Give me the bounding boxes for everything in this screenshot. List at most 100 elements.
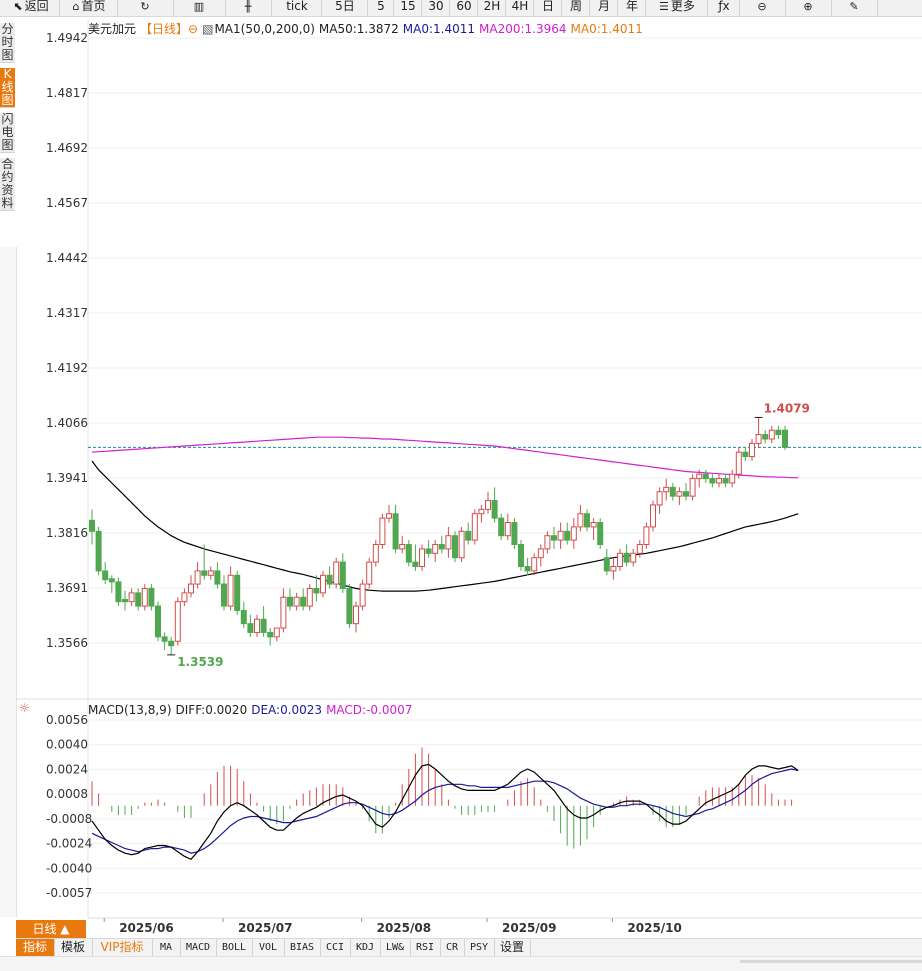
left-strip: [0, 247, 17, 917]
candle-body: [485, 500, 491, 510]
indicator-tab-11[interactable]: RSI: [410, 939, 441, 956]
candle-body: [557, 530, 564, 541]
candle-body: [577, 513, 584, 528]
indicator-tab-12[interactable]: CR: [440, 939, 465, 956]
home-button[interactable]: ⌂ 首页: [60, 0, 118, 16]
candle-body: [716, 478, 722, 484]
toolbar-separator: [505, 0, 506, 16]
candle-body: [419, 548, 425, 567]
formula-button[interactable]: ƒx: [708, 0, 740, 16]
indicator-tab-4[interactable]: MACD: [180, 939, 217, 956]
candle-body: [683, 491, 689, 497]
period-60m-button[interactable]: 60: [450, 0, 478, 16]
candle-body: [656, 491, 663, 506]
candle-body: [161, 636, 168, 642]
period-label[interactable]: 【日线】: [140, 22, 189, 36]
toolbar-separator: [117, 0, 118, 16]
indicator-tab-5[interactable]: BOLL: [216, 939, 253, 956]
period-collapse-icon[interactable]: ⊖: [188, 22, 199, 36]
period-15m-button[interactable]: 15: [394, 0, 422, 16]
ma200-value: MA200:1.3964: [479, 22, 567, 36]
period-year-button[interactable]: 年: [618, 0, 646, 16]
ma0-value-a: MA0:1.4011: [402, 22, 475, 36]
candle-body: [432, 544, 439, 554]
left-tab-3[interactable]: 合约资料: [0, 158, 15, 211]
candle-body: [221, 583, 227, 607]
ma0-value-b: MA0:1.4011: [570, 22, 643, 36]
price-tick-label: 1.3691: [46, 581, 88, 595]
tick-button[interactable]: tick: [272, 0, 322, 16]
indicator-tab-14[interactable]: 设置: [494, 939, 531, 956]
chart-type-button[interactable]: ▥: [174, 0, 226, 16]
zoom-in-button[interactable]: ⊕: [786, 0, 832, 16]
candle-body: [399, 544, 406, 550]
period-day-button[interactable]: 日: [534, 0, 562, 16]
candle-body: [425, 548, 432, 554]
macd-settings-icon[interactable]: ☼: [19, 701, 30, 715]
candle-body: [689, 478, 696, 497]
candle-body: [768, 429, 775, 440]
period-30m-button[interactable]: 30: [422, 0, 450, 16]
zoom-out-button[interactable]: ⊖: [740, 0, 786, 16]
period-5m-button[interactable]: 5: [368, 0, 394, 16]
macd-legend: MACD(13,8,9) DIFF:0.0020 DEA:0.0023 MACD:-0…: [88, 703, 416, 717]
candle-body: [128, 592, 135, 603]
horizontal-scrollbar[interactable]: [740, 960, 922, 963]
toolbar-separator: [877, 0, 878, 16]
period-2h-button[interactable]: 2H: [478, 0, 506, 16]
left-tab-1[interactable]: K线图: [0, 68, 15, 108]
left-view-tabs: 分时图 K线图闪电图合约资料: [0, 17, 16, 247]
refresh-button[interactable]: ↻: [118, 0, 174, 16]
period-week-button-label: 周: [569, 0, 582, 13]
macd-dea-line: [91, 768, 799, 854]
candle-body: [359, 583, 366, 607]
candle-type-button[interactable]: ╫: [226, 0, 272, 16]
candle-body: [181, 592, 188, 603]
period-week-button[interactable]: 周: [562, 0, 590, 16]
pencil-icon: ✎: [849, 0, 859, 13]
candle-body: [762, 434, 769, 440]
toolbar: ⬉ 返回 ⌂ 首页 ↻ ▥ ╫ tick 5日 5 15 30 60 2H 4H 日周月年 ☰ 更多 ƒx ⊖ ⊕ ✎: [0, 0, 922, 17]
candle-body: [775, 429, 782, 436]
indicator-tab-8[interactable]: CCI: [320, 939, 351, 956]
macd-dea-value: DEA:0.0023: [251, 703, 323, 717]
indicator-tab-2[interactable]: VIP指标: [92, 939, 153, 956]
candle-body: [702, 473, 709, 480]
candle-body: [438, 544, 445, 550]
indicator-tab-3[interactable]: MA: [152, 939, 181, 956]
price-tick-label: 1.4192: [46, 361, 88, 375]
candle-body: [643, 526, 650, 546]
price-tick-label: 1.4567: [46, 196, 88, 210]
indicator-tab-1[interactable]: 模板: [54, 939, 93, 956]
macd-name: MACD(13,8,9): [88, 703, 172, 717]
period-month-button[interactable]: 月: [590, 0, 618, 16]
indicator-tab-9[interactable]: KDJ: [350, 939, 381, 956]
indicator-tab-0[interactable]: 指标: [16, 939, 55, 956]
period-60m-button-label: 60: [456, 0, 472, 13]
candle-body: [207, 570, 214, 576]
price-tick-label: 1.4442: [46, 251, 88, 265]
period-select[interactable]: 日线 ▲: [16, 920, 86, 938]
indicator-tab-7[interactable]: BIAS: [284, 939, 321, 956]
draw-button[interactable]: ✎: [832, 0, 878, 16]
period-4h-button[interactable]: 4H: [506, 0, 534, 16]
back-button[interactable]: ⬉ 返回: [2, 0, 60, 16]
chart-canvas[interactable]: 1.4942 1.4817 1.4692 1.4567 1.4442 1.4317 1.41…: [0, 0, 922, 938]
price-tick-label: 1.4066: [46, 416, 88, 430]
home-icon: ⌂: [72, 0, 80, 13]
more-button[interactable]: ☰ 更多: [646, 0, 708, 16]
left-tab-2[interactable]: 闪电图: [0, 113, 15, 153]
toolbar-separator: [449, 0, 450, 16]
indicator-tab-10[interactable]: LW&: [380, 939, 411, 956]
indicator-tab-6[interactable]: VOL: [252, 939, 285, 956]
price-tick-label: 1.3816: [46, 526, 88, 540]
candle-body: [168, 640, 175, 647]
candle-body: [755, 434, 762, 444]
indicator-tab-13[interactable]: PSY: [464, 939, 495, 956]
ma-settings-icon[interactable]: ▧: [202, 22, 214, 36]
period-5d-button[interactable]: 5日: [322, 0, 368, 16]
toolbar-separator: [271, 0, 272, 16]
ma200-line: [91, 436, 799, 479]
left-tab-0[interactable]: 分时图: [0, 23, 15, 63]
candle-body: [722, 478, 729, 484]
